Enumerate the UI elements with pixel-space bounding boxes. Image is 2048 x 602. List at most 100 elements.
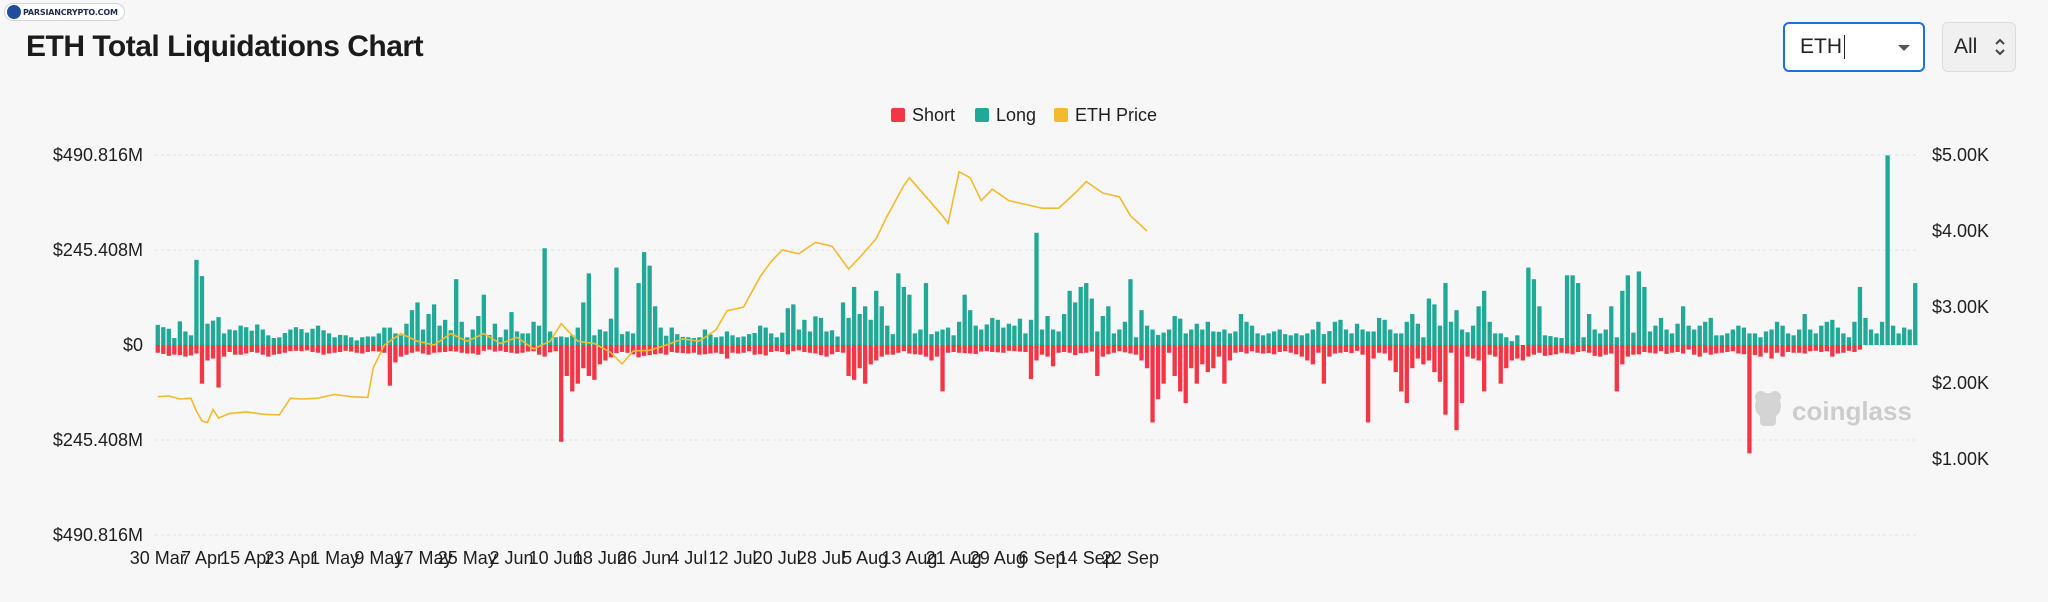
long-bar[interactable] [1774, 321, 1780, 345]
long-bar[interactable] [603, 331, 608, 345]
long-bar[interactable] [901, 286, 907, 345]
legend-label-short[interactable]: Short [912, 105, 955, 125]
long-bar[interactable] [570, 335, 575, 345]
short-bar[interactable] [354, 345, 359, 353]
short-bar[interactable] [437, 345, 442, 353]
long-bar[interactable] [1587, 314, 1592, 345]
long-bar[interactable] [1233, 331, 1238, 345]
long-bar[interactable] [481, 294, 486, 345]
short-bar[interactable] [448, 345, 453, 352]
short-bar[interactable] [1559, 345, 1564, 353]
short-bar[interactable] [691, 345, 697, 353]
short-bar[interactable] [1183, 345, 1188, 404]
short-bar[interactable] [1310, 345, 1315, 365]
long-bar[interactable] [371, 336, 376, 345]
short-bar[interactable] [962, 345, 967, 354]
short-bar[interactable] [1034, 345, 1039, 361]
short-bar[interactable] [326, 345, 332, 354]
long-bar[interactable] [1095, 331, 1100, 345]
short-bar[interactable] [702, 345, 708, 355]
long-bar[interactable] [752, 332, 757, 345]
long-bar[interactable] [973, 325, 978, 345]
long-bar[interactable] [1277, 329, 1282, 345]
short-bar[interactable] [1365, 345, 1371, 423]
long-bar[interactable] [1360, 329, 1365, 345]
short-bar[interactable] [979, 345, 984, 352]
long-bar[interactable] [1321, 334, 1327, 345]
long-bar[interactable] [299, 329, 304, 345]
long-bar[interactable] [1476, 306, 1481, 345]
long-bar[interactable] [1498, 333, 1503, 345]
short-bar[interactable] [1841, 345, 1846, 353]
short-bar[interactable] [630, 345, 636, 355]
short-bar[interactable] [851, 345, 857, 380]
short-bar[interactable] [990, 345, 995, 352]
long-bar[interactable] [1620, 290, 1625, 345]
short-bar[interactable] [807, 345, 813, 353]
short-bar[interactable] [492, 345, 498, 352]
long-bar[interactable] [354, 340, 359, 345]
long-bar[interactable] [995, 319, 1000, 345]
long-bar[interactable] [796, 329, 802, 345]
long-bar[interactable] [835, 336, 840, 345]
long-bar[interactable] [531, 321, 536, 345]
short-bar[interactable] [172, 345, 177, 355]
long-bar[interactable] [1050, 329, 1056, 345]
short-bar[interactable] [1459, 345, 1465, 404]
long-bar[interactable] [1493, 333, 1498, 345]
long-bar[interactable] [675, 334, 680, 345]
short-bar[interactable] [542, 345, 547, 357]
short-bar[interactable] [1686, 345, 1691, 350]
short-bar[interactable] [1338, 345, 1343, 353]
short-bar[interactable] [1426, 345, 1432, 361]
long-bar[interactable] [885, 325, 890, 345]
long-bar[interactable] [962, 294, 967, 345]
long-bar[interactable] [824, 331, 829, 345]
short-bar[interactable] [1658, 345, 1664, 352]
long-bar[interactable] [1073, 302, 1078, 345]
short-bar[interactable] [210, 345, 216, 359]
long-bar[interactable] [940, 329, 945, 345]
long-bar[interactable] [890, 334, 895, 345]
short-bar[interactable] [1465, 345, 1470, 357]
long-bar[interactable] [393, 333, 398, 345]
long-bar[interactable] [846, 317, 851, 345]
short-bar[interactable] [1067, 345, 1072, 353]
long-bar[interactable] [1200, 329, 1205, 345]
short-bar[interactable] [796, 345, 802, 351]
long-bar[interactable] [1664, 329, 1669, 345]
long-bar[interactable] [1636, 271, 1642, 345]
long-bar[interactable] [1575, 283, 1581, 345]
long-bar[interactable] [536, 325, 542, 345]
long-bar[interactable] [1089, 298, 1094, 345]
short-bar[interactable] [1515, 345, 1520, 359]
short-bar[interactable] [885, 345, 890, 355]
short-bar[interactable] [1045, 345, 1050, 357]
short-bar[interactable] [1575, 345, 1581, 352]
long-bar[interactable] [1598, 333, 1603, 345]
short-bar[interactable] [1415, 345, 1420, 359]
short-bar[interactable] [1791, 345, 1796, 353]
short-bar[interactable] [664, 345, 669, 355]
short-bar[interactable] [1200, 345, 1205, 365]
long-bar[interactable] [1559, 338, 1564, 345]
short-bar[interactable] [332, 345, 337, 353]
short-bar[interactable] [956, 345, 962, 353]
short-bar[interactable] [581, 345, 586, 369]
short-bar[interactable] [586, 345, 591, 376]
short-bar[interactable] [1283, 345, 1288, 352]
short-bar[interactable] [575, 345, 580, 384]
long-bar[interactable] [1211, 331, 1216, 345]
short-bar[interactable] [337, 345, 343, 352]
short-bar[interactable] [1227, 345, 1233, 361]
long-bar[interactable] [1128, 279, 1133, 345]
long-bar[interactable] [398, 335, 404, 345]
short-bar[interactable] [1089, 345, 1094, 352]
long-bar[interactable] [1227, 333, 1233, 345]
long-bar[interactable] [1692, 329, 1697, 345]
long-bar[interactable] [614, 267, 619, 345]
range-select[interactable]: All [1942, 22, 2016, 72]
short-bar[interactable] [1824, 345, 1829, 352]
short-bar[interactable] [1819, 345, 1824, 352]
short-bar[interactable] [984, 345, 989, 352]
